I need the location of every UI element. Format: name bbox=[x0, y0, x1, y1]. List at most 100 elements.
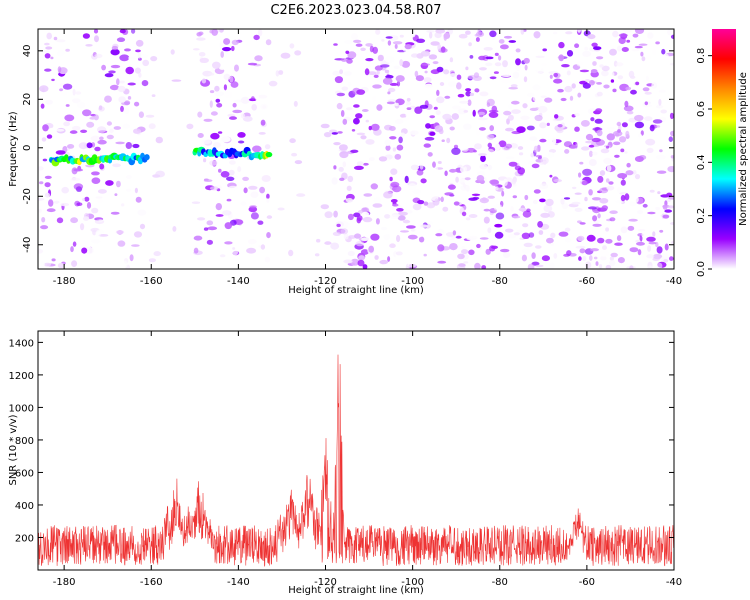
heat-cell-962 bbox=[578, 172, 582, 178]
heat-cell-235 bbox=[139, 223, 146, 230]
heat-cell-872 bbox=[401, 60, 411, 68]
heat-cell-695 bbox=[408, 183, 417, 191]
heat-cell-193 bbox=[266, 198, 270, 203]
heat-cell-99 bbox=[396, 80, 401, 87]
heat-cell-313 bbox=[647, 245, 652, 252]
heat-cell-339 bbox=[43, 262, 51, 267]
heat-cell-2 bbox=[480, 154, 486, 163]
heat-cell-817 bbox=[250, 212, 259, 220]
heat-cell-1158 bbox=[76, 101, 86, 109]
heat-cell-1371 bbox=[293, 100, 298, 107]
heat-cell-1109 bbox=[461, 211, 467, 217]
heat-cell-1295 bbox=[515, 48, 521, 53]
heat-cell-649 bbox=[565, 31, 573, 35]
heat-cell-627 bbox=[219, 254, 226, 258]
heat-cell-1022 bbox=[449, 168, 457, 173]
heat-cell-1086 bbox=[483, 208, 490, 212]
heat-cell-373 bbox=[72, 241, 77, 247]
heat-cell-932 bbox=[638, 133, 642, 138]
colorbar-ticks: 0.0 0.2 0.4 0.6 0.8 bbox=[696, 48, 712, 277]
heat-cell-85 bbox=[601, 70, 609, 77]
heat-cell-1384 bbox=[528, 232, 535, 238]
heat-cell-1240 bbox=[117, 85, 126, 93]
heat-cell-1203 bbox=[625, 170, 634, 176]
heat-cell-1284 bbox=[550, 242, 554, 246]
heat-cell-508 bbox=[350, 258, 360, 266]
heat-cell-1143 bbox=[629, 265, 634, 269]
heat-cell-620 bbox=[223, 84, 227, 91]
heat-cell-1089 bbox=[232, 102, 237, 108]
heat-cell-1243 bbox=[153, 251, 161, 257]
heat-cell-927 bbox=[378, 156, 388, 162]
heat-cell-44 bbox=[385, 145, 391, 151]
heat-cell-773 bbox=[581, 146, 590, 151]
heat-cell-1193 bbox=[463, 123, 472, 130]
heat-cell-1290 bbox=[586, 234, 596, 242]
heat-cell-457 bbox=[624, 151, 628, 154]
heat-cell-281 bbox=[472, 109, 476, 117]
heat-cell-1083 bbox=[247, 239, 257, 245]
heat-cell-920 bbox=[141, 80, 149, 87]
heat-cell-468 bbox=[437, 161, 442, 164]
heat-cell-1311 bbox=[557, 124, 563, 128]
heat-cell-1403 bbox=[593, 256, 598, 260]
heat-cell-121 bbox=[72, 88, 76, 96]
heat-cell-852 bbox=[343, 233, 349, 240]
heat-cell-1230 bbox=[592, 151, 598, 156]
heat-cell-752 bbox=[247, 62, 258, 66]
heat-cell-260 bbox=[119, 80, 125, 84]
heat-cell-397 bbox=[384, 214, 391, 219]
heat-cell-1117 bbox=[260, 103, 268, 110]
snr-y-tick-label-3: 800 bbox=[15, 436, 34, 447]
heat-cell-1344 bbox=[588, 79, 595, 86]
heat-cell-796 bbox=[594, 118, 603, 124]
heat-cell-621 bbox=[347, 175, 354, 183]
heat-cell-459 bbox=[379, 259, 389, 265]
heat-cell-767 bbox=[135, 39, 144, 47]
heat-cell-1154 bbox=[595, 261, 599, 266]
heat-cell-319 bbox=[579, 161, 584, 165]
heat-cell-1120 bbox=[357, 259, 365, 267]
heat-cell-1318 bbox=[587, 206, 598, 210]
heat-cell-1103 bbox=[629, 247, 639, 253]
heat-cell-204 bbox=[670, 34, 674, 39]
heat-cell-941 bbox=[539, 198, 546, 203]
heat-cell-623 bbox=[254, 55, 263, 62]
heat-cell-1094 bbox=[240, 113, 246, 119]
heat-cell-403 bbox=[579, 248, 586, 254]
heat-cell-820 bbox=[138, 72, 142, 78]
heat-cell-155 bbox=[133, 231, 143, 238]
heat-cell-553 bbox=[240, 201, 247, 206]
heat-cell-1037 bbox=[333, 165, 337, 170]
heat-cell-4 bbox=[91, 62, 98, 67]
heat-cell-268 bbox=[494, 186, 499, 191]
heat-cell-70 bbox=[355, 43, 363, 47]
heat-cell-805 bbox=[148, 258, 156, 263]
heat-cell-224 bbox=[641, 192, 651, 198]
heat-cell-757 bbox=[99, 163, 105, 170]
heat-cell-953 bbox=[487, 164, 493, 171]
heat-cell-1175 bbox=[203, 227, 209, 231]
heat-cell-840 bbox=[218, 168, 222, 173]
heat-cell-750 bbox=[400, 132, 405, 137]
heat-cell-265 bbox=[527, 161, 534, 165]
heat-cell-664 bbox=[389, 82, 398, 86]
heat-cell-1280 bbox=[83, 216, 90, 221]
heat-cell-1173 bbox=[534, 63, 542, 71]
heat-cell-318 bbox=[522, 248, 531, 254]
heat-cell-561 bbox=[606, 133, 615, 141]
heat-cell-756 bbox=[449, 57, 454, 63]
heat-cell-1376 bbox=[209, 186, 219, 191]
heat-cell-226 bbox=[549, 262, 555, 269]
heat-cell-800 bbox=[669, 112, 674, 120]
heat-cell-1163 bbox=[260, 244, 266, 250]
heat-cell-531 bbox=[589, 150, 593, 157]
heat-cell-1391 bbox=[60, 90, 68, 96]
heat-cell-1123 bbox=[430, 69, 440, 75]
spectrogram-y-tick-label-4: 40 bbox=[22, 44, 33, 57]
heat-cell-306 bbox=[621, 122, 628, 128]
heat-cell-1402 bbox=[612, 88, 617, 93]
heat-cell-1399 bbox=[229, 116, 237, 120]
heat-cell-1053 bbox=[479, 91, 489, 97]
heat-cell-1051 bbox=[451, 105, 462, 110]
